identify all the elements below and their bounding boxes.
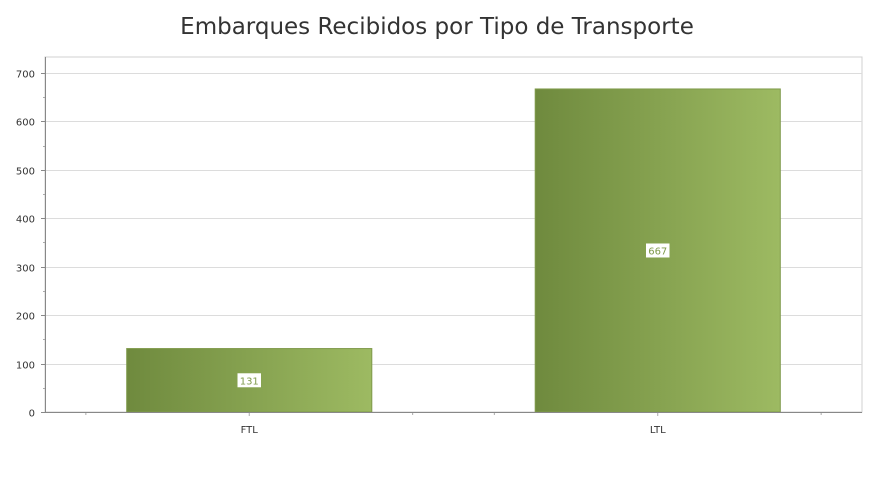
chart-title: Embarques Recibidos por Tipo de Transpor… bbox=[180, 14, 694, 40]
y-tick-label: 0 bbox=[29, 409, 35, 420]
y-tick-label: 700 bbox=[16, 70, 35, 81]
x-tick-label: LTL bbox=[650, 425, 666, 436]
data-label-bg bbox=[237, 373, 261, 388]
data-label: 667 bbox=[648, 246, 667, 257]
y-tick-label: 200 bbox=[16, 312, 35, 323]
y-tick-label: 400 bbox=[16, 215, 35, 226]
x-tick-label: FTL bbox=[241, 425, 259, 436]
y-tick-label: 500 bbox=[16, 167, 35, 178]
y-tick-label: 100 bbox=[16, 361, 35, 372]
y-tick-label: 300 bbox=[16, 264, 35, 275]
y-tick-label: 600 bbox=[16, 118, 35, 129]
data-label-bg bbox=[646, 243, 670, 258]
data-label: 131 bbox=[240, 376, 259, 387]
